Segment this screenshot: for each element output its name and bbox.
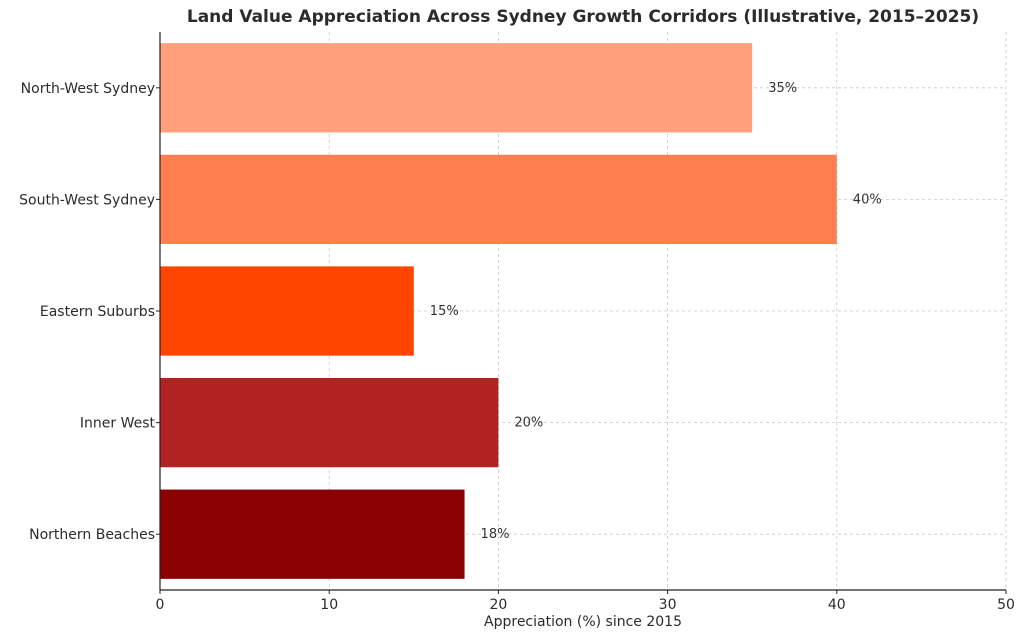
category-label: Eastern Suburbs: [40, 304, 155, 320]
value-label: 15%: [430, 304, 459, 319]
x-tick-label: 30: [659, 597, 677, 613]
value-label: 40%: [853, 192, 882, 207]
bar: [160, 489, 465, 579]
category-label: Inner West: [80, 416, 156, 432]
x-tick-label: 50: [997, 597, 1015, 613]
category-label: North-West Sydney: [21, 81, 155, 97]
bar: [160, 154, 837, 245]
value-label: 20%: [514, 416, 543, 431]
bar: [160, 43, 753, 133]
x-tick-label: 40: [828, 597, 846, 613]
category-label: South-West Sydney: [19, 192, 155, 208]
category-label: Northern Beaches: [29, 527, 155, 543]
value-label: 18%: [481, 527, 510, 542]
bar-layer: 35% 40% 15% 20% 18%: [160, 43, 882, 579]
chart-title: Land Value Appreciation Across Sydney Gr…: [187, 7, 979, 27]
value-label: 35%: [768, 81, 797, 96]
bar: [160, 377, 499, 468]
axis-layer: North-West Sydney South-West Sydney Easter…: [19, 32, 1015, 613]
x-tick-label: 0: [156, 597, 165, 613]
x-tick-label: 10: [320, 597, 338, 613]
x-axis-label: Appreciation (%) since 2015: [484, 614, 682, 630]
bar: [160, 266, 414, 356]
x-tick-label: 20: [489, 597, 507, 613]
